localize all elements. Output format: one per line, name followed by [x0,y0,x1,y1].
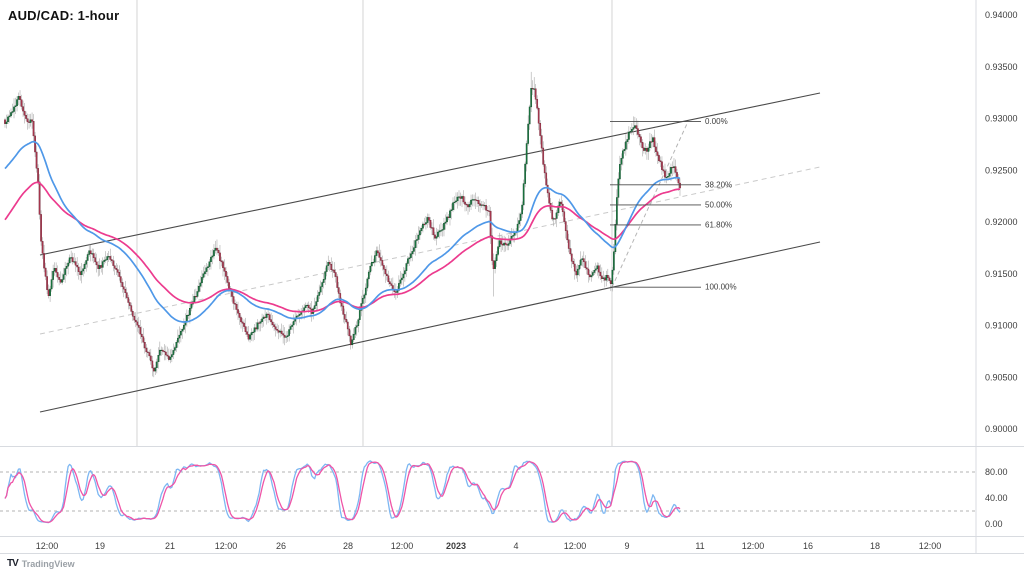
fib-trendline[interactable] [611,121,689,288]
k-line [4,460,681,524]
price-axis[interactable]: 0.94000 0.93500 0.93000 0.92500 0.92000 0.915… [985,10,1018,529]
page-title: AUD/CAD: 1-hour [8,8,120,23]
fib-label: 100.00% [705,283,737,292]
time-axis-label: 26 [276,541,286,551]
time-axis-label: 12:00 [215,541,238,551]
price-axis-label: 0.92000 [985,217,1018,227]
slow-ma-line [4,181,680,313]
d-line [4,460,681,523]
time-axis-label: 16 [803,541,813,551]
tradingview-watermark-label: TradingView [21,558,75,569]
pane-separators [0,0,1024,554]
time-axis-label: 12:00 [36,541,59,551]
time-axis-label: 28 [343,541,353,551]
price-axis-label: 0.90500 [985,372,1018,382]
price-axis-label: 0.93500 [985,62,1018,72]
time-axis[interactable]: 12:00 19 21 12:00 26 28 12:00 2023 4 12:00 9 11 12:0… [36,541,942,551]
time-axis-label: 12:00 [564,541,587,551]
session-break-lines [136,0,613,447]
fib-retracement[interactable]: 0.00% 38.20% 50.00% 61.80% 100.00% [610,117,737,292]
time-axis-label: 21 [165,541,175,551]
stochastic-pane[interactable] [0,460,976,524]
time-axis-label: 18 [870,541,880,551]
candle-wicks-layer [4,71,681,378]
trend-channel[interactable] [39,92,821,413]
time-axis-label: 12:00 [391,541,414,551]
time-axis-label: 12:00 [742,541,765,551]
oscillator-axis-label: 80.00 [985,467,1008,477]
price-axis-label: 0.92500 [985,165,1018,175]
price-axis-label: 0.91500 [985,269,1018,279]
fib-label: 38.20% [705,180,732,189]
oscillator-axis-label: 0.00 [985,519,1003,529]
fast-ma-line [4,140,681,323]
fib-label: 61.80% [705,220,732,229]
tradingview-logo-icon: TV [7,558,19,569]
time-axis-label: 4 [513,541,518,551]
tradingview-watermark[interactable]: TV TradingView [7,558,75,569]
time-axis-label: 2023 [446,541,466,551]
price-axis-label: 0.94000 [985,10,1018,20]
time-axis-label: 12:00 [919,541,942,551]
oscillator-axis-label: 40.00 [985,493,1008,503]
fib-label: 50.00% [705,200,732,209]
price-axis-label: 0.90000 [985,424,1018,434]
fib-label: 0.00% [705,117,728,126]
time-axis-label: 9 [624,541,629,551]
price-axis-label: 0.91000 [985,321,1018,331]
time-axis-label: 19 [95,541,105,551]
price-axis-label: 0.93000 [985,114,1018,124]
candles-layer [4,87,681,372]
time-axis-label: 11 [695,541,704,551]
